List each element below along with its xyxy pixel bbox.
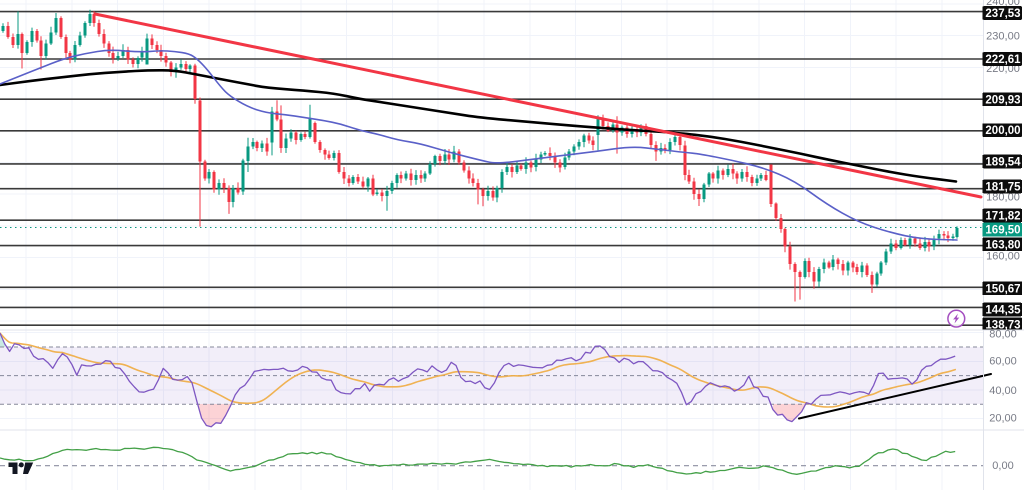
svg-text:240,00: 240,00 xyxy=(986,0,1020,8)
svg-text:171,82: 171,82 xyxy=(985,211,1020,223)
svg-text:80,00: 80,00 xyxy=(989,328,1017,340)
svg-text:189,54: 189,54 xyxy=(985,157,1021,169)
svg-text:60,00: 60,00 xyxy=(989,356,1017,368)
svg-text:230,00: 230,00 xyxy=(986,30,1020,42)
svg-text:222,61: 222,61 xyxy=(985,54,1021,66)
svg-text:169,50: 169,50 xyxy=(985,225,1020,237)
svg-text:40,00: 40,00 xyxy=(989,385,1017,397)
svg-text:150,67: 150,67 xyxy=(985,283,1020,295)
svg-text:209,93: 209,93 xyxy=(985,94,1020,106)
svg-text:237,53: 237,53 xyxy=(985,8,1020,20)
svg-text:163,80: 163,80 xyxy=(985,239,1020,251)
svg-text:144,35: 144,35 xyxy=(985,305,1021,317)
svg-text:20,00: 20,00 xyxy=(989,412,1017,424)
svg-text:181,75: 181,75 xyxy=(985,182,1021,194)
svg-text:180,00: 180,00 xyxy=(986,191,1020,203)
svg-text:0,00: 0,00 xyxy=(992,460,1013,472)
svg-text:200,00: 200,00 xyxy=(985,125,1020,137)
svg-text:138,73: 138,73 xyxy=(985,320,1020,332)
svg-text:220,00: 220,00 xyxy=(986,63,1020,75)
svg-text:160,00: 160,00 xyxy=(986,250,1020,262)
